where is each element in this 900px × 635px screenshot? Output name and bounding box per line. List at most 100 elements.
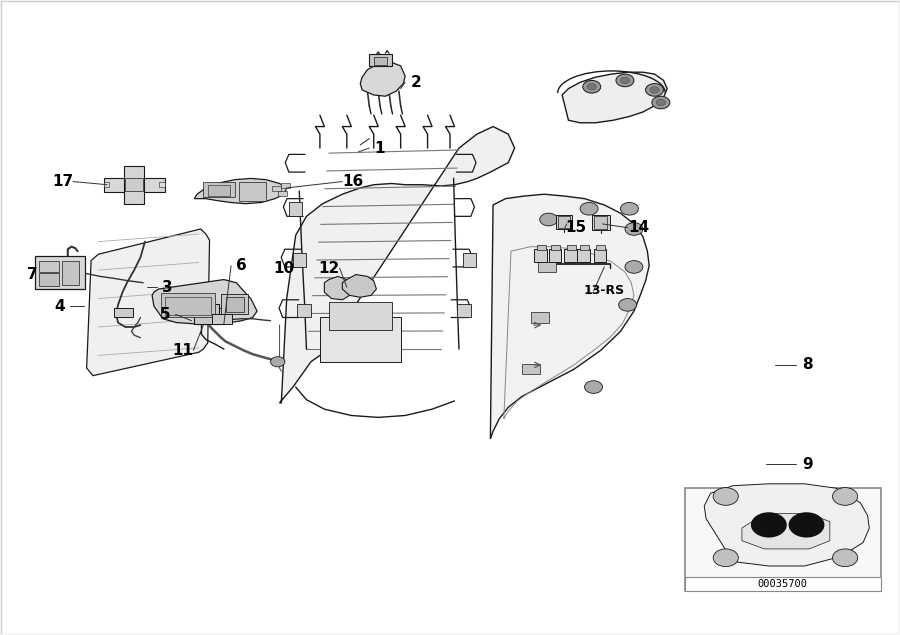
Text: 7: 7 [28,267,38,282]
Bar [531,312,549,323]
Text: 3: 3 [162,279,173,295]
Bar [212,314,232,324]
Circle shape [585,381,602,393]
Circle shape [618,298,636,311]
Circle shape [650,87,659,93]
Text: 1: 1 [374,140,385,156]
Bar [159,182,165,187]
Bar [194,304,220,324]
Text: 17: 17 [52,174,73,189]
Text: 16: 16 [343,174,364,189]
Bar [125,178,143,191]
Circle shape [616,74,634,87]
Text: 4: 4 [54,298,65,314]
Bar [594,249,606,262]
Bar [596,245,605,250]
Bar [594,217,607,229]
Circle shape [656,100,665,105]
Polygon shape [324,276,351,300]
Polygon shape [704,484,869,566]
Bar [165,297,211,315]
Circle shape [588,84,596,90]
Text: 9: 9 [802,457,813,472]
Bar [293,253,306,267]
Polygon shape [280,126,515,403]
Circle shape [271,357,285,367]
Polygon shape [86,229,210,376]
Polygon shape [562,72,667,123]
Circle shape [832,549,858,566]
Polygon shape [742,514,830,549]
Bar [282,183,291,188]
Bar [567,245,576,250]
Circle shape [625,260,643,273]
Bar [556,215,572,229]
Bar [208,185,230,196]
Bar [592,215,609,231]
Bar [463,253,476,267]
Bar [298,304,310,318]
Bar [35,256,85,289]
Bar [685,577,881,591]
Polygon shape [124,166,144,204]
Text: 2: 2 [410,75,421,90]
Text: 11: 11 [172,343,194,358]
Bar [538,262,556,272]
Circle shape [580,203,598,215]
Bar [239,182,266,201]
Text: 12: 12 [319,261,339,276]
Bar [104,182,109,187]
Polygon shape [360,62,405,97]
Text: 15: 15 [565,220,586,235]
Bar [221,294,248,314]
Polygon shape [194,178,287,204]
Polygon shape [104,178,165,192]
Bar [537,245,546,250]
Bar [685,488,881,591]
Circle shape [645,84,663,97]
Circle shape [751,512,787,538]
Bar [289,203,302,217]
Bar [558,217,571,228]
Bar [197,308,224,324]
Circle shape [625,223,643,236]
Bar [39,273,58,286]
Bar [273,186,282,191]
Bar [113,308,133,318]
Text: 8: 8 [802,358,813,372]
Circle shape [620,203,638,215]
Bar [535,249,547,262]
Bar [580,245,590,250]
Text: 5: 5 [159,307,170,322]
Text: 14: 14 [628,220,649,235]
Text: 13-RS: 13-RS [584,284,625,297]
Circle shape [713,549,738,566]
Circle shape [652,97,670,109]
Bar [278,191,287,196]
Bar [62,260,78,284]
Bar [549,249,562,262]
Polygon shape [491,194,649,439]
Bar [39,260,58,272]
Bar [328,302,392,330]
Bar [564,249,577,262]
Polygon shape [152,279,257,324]
Bar [369,55,392,66]
Circle shape [620,77,629,84]
Bar [578,249,590,262]
Circle shape [713,488,738,505]
Bar [320,318,400,362]
Bar [161,293,215,318]
Circle shape [788,512,824,538]
Text: 00035700: 00035700 [758,578,808,589]
Bar [374,57,387,65]
Circle shape [832,488,858,505]
Text: 10: 10 [274,261,294,276]
Bar [457,304,471,318]
Bar [552,245,561,250]
Polygon shape [342,274,376,297]
Bar [522,364,540,375]
Circle shape [540,213,558,226]
Text: 6: 6 [237,258,248,273]
Bar [226,297,244,312]
